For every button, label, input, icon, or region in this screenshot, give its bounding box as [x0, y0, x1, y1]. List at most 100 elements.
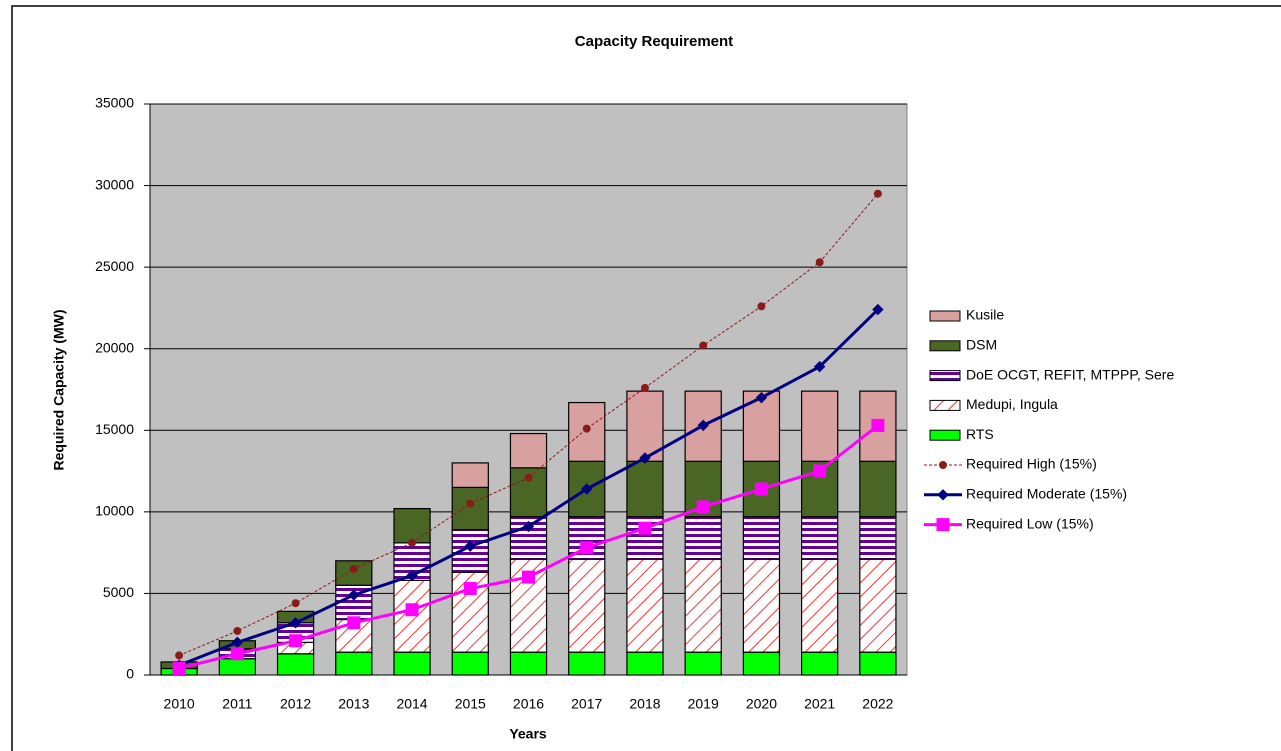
- marker: [640, 383, 649, 392]
- bar-segment: [742, 558, 781, 653]
- x-tick-label: 2022: [862, 696, 893, 712]
- x-tick-label: 2010: [164, 696, 195, 712]
- x-tick-label: 2011: [222, 696, 252, 712]
- bar-segment: [684, 516, 722, 560]
- marker: [696, 500, 710, 514]
- bar-segment: [801, 516, 839, 560]
- marker: [175, 651, 184, 660]
- marker: [815, 258, 824, 267]
- x-tick-label: 2020: [746, 696, 777, 712]
- bar-segment: [509, 432, 548, 469]
- marker: [873, 189, 882, 198]
- bar-segment: [451, 651, 489, 676]
- legend-label: Required Low (15%): [966, 515, 1094, 531]
- y-tick-label: 15000: [95, 421, 134, 437]
- x-tick-label: 2021: [804, 696, 835, 712]
- legend-label: Medupi, Ingula: [966, 396, 1058, 412]
- bar-segment: [393, 507, 431, 544]
- marker: [291, 599, 300, 608]
- bar-segment: [335, 651, 373, 676]
- marker: [405, 603, 419, 617]
- bar-segment: [393, 579, 431, 653]
- marker: [697, 419, 709, 432]
- bar-segment: [801, 651, 839, 676]
- bar-segment: [276, 653, 315, 676]
- marker: [582, 424, 591, 433]
- marker: [347, 616, 361, 630]
- marker: [639, 452, 651, 464]
- legend-label: Required High (15%): [966, 456, 1097, 472]
- bar-segment: [218, 658, 256, 676]
- bar-segment: [859, 651, 897, 676]
- marker: [522, 520, 535, 533]
- legend-swatch: [929, 399, 961, 411]
- marker: [349, 564, 358, 573]
- bar-segment: [626, 460, 664, 518]
- y-tick-label: 10000: [95, 503, 134, 519]
- marker: [755, 391, 768, 404]
- bar-segment: [626, 651, 664, 676]
- marker: [463, 582, 477, 596]
- x-tick-label: 2013: [338, 696, 369, 712]
- legend-label: Required Moderate (15%): [966, 486, 1127, 502]
- marker: [872, 303, 884, 316]
- marker: [580, 541, 594, 555]
- marker: [754, 482, 768, 496]
- y-tick-label: 5000: [103, 584, 134, 600]
- marker: [464, 540, 476, 552]
- x-tick-label: 2015: [455, 696, 486, 712]
- marker: [699, 341, 708, 350]
- x-tick-label: 2012: [280, 696, 311, 712]
- x-tick-label: 2017: [571, 696, 602, 712]
- marker: [638, 521, 652, 535]
- legend-label: DSM: [966, 337, 997, 353]
- marker: [408, 538, 417, 547]
- marker: [757, 302, 766, 311]
- marker: [581, 483, 593, 495]
- marker: [230, 647, 244, 661]
- legend-swatch: [929, 429, 961, 441]
- bar-segment: [451, 486, 489, 531]
- marker: [348, 589, 360, 601]
- bar-segment: [801, 390, 839, 462]
- x-tick-label: 2016: [513, 696, 544, 712]
- y-tick-label: 30000: [95, 176, 134, 192]
- y-tick-label: 20000: [95, 339, 134, 355]
- marker: [937, 489, 949, 501]
- bar-segment: [451, 462, 489, 488]
- legend-swatch: [929, 340, 961, 352]
- bar-segment: [742, 516, 781, 560]
- marker: [524, 473, 533, 482]
- marker: [936, 518, 950, 532]
- bar-segment: [393, 651, 431, 676]
- bar-segment: [859, 558, 897, 653]
- marker: [813, 360, 826, 373]
- legend: Kusile DSM DoE OCGT, REFIT, MTPPP, Sere Med…: [924, 307, 1174, 532]
- bar-segment: [335, 560, 373, 586]
- x-tick-label: 2014: [396, 696, 427, 712]
- bar-segment: [684, 651, 722, 676]
- marker: [172, 661, 186, 675]
- bar-segment: [568, 651, 606, 676]
- legend-label: DoE OCGT, REFIT, MTPPP, Sere: [966, 366, 1174, 382]
- chart-title: Capacity Requirement: [575, 33, 733, 50]
- bar-segment: [742, 651, 781, 676]
- marker: [233, 626, 242, 635]
- y-tick-label: 35000: [95, 95, 134, 111]
- marker: [406, 569, 418, 582]
- marker: [466, 499, 475, 508]
- bar-segment: [859, 516, 897, 560]
- y-tick-label: 0: [126, 666, 134, 682]
- frame: [11, 5, 1281, 751]
- bar-segment: [801, 558, 839, 653]
- marker: [871, 418, 885, 432]
- legend-label: Kusile: [966, 307, 1004, 323]
- marker: [813, 464, 827, 478]
- bar-segment: [509, 651, 548, 676]
- bar-segment: [626, 558, 664, 653]
- y-axis-title: Required Capacity (MW): [51, 309, 67, 470]
- marker: [289, 617, 302, 629]
- bar-segment: [568, 558, 606, 653]
- legend-swatch: [929, 310, 961, 322]
